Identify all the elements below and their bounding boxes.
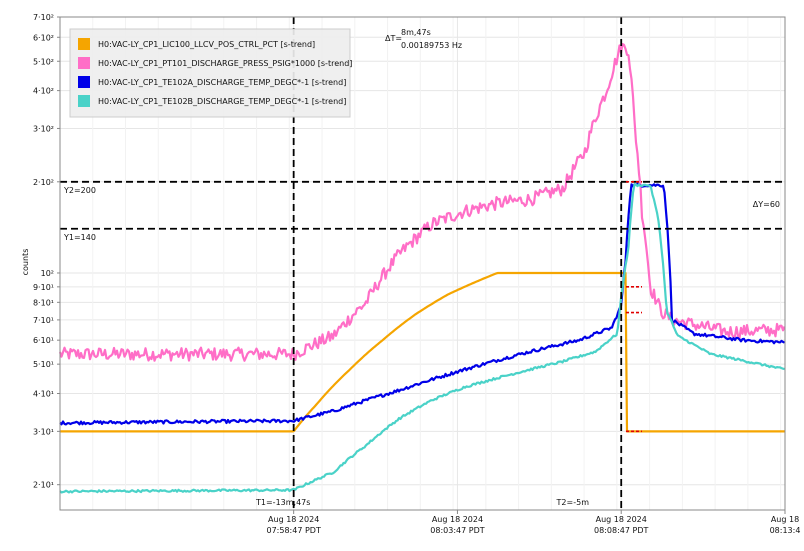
y-tick-label-14: 7·10² xyxy=(33,13,54,22)
series-layer xyxy=(58,43,786,494)
y-tick-label-10: 3·10² xyxy=(33,124,54,133)
x-tick-date-3: Aug 18 xyxy=(771,515,799,524)
y-axis-label: counts xyxy=(21,249,30,276)
y-tick-label-9: 2·10² xyxy=(33,178,54,187)
legend-label-te102a: H0:VAC-LY_CP1_TE102A_DISCHARGE_TEMP_DEGC… xyxy=(98,78,346,87)
delta-t-value: 8m,47s xyxy=(401,28,431,37)
x-tick-date-1: Aug 18 2024 xyxy=(432,515,483,524)
y-tick-label-1: 3·10¹ xyxy=(33,427,54,436)
legend: H0:VAC-LY_CP1_LIC100_LLCV_POS_CTRL_PCT [… xyxy=(69,28,352,118)
series-line-1 xyxy=(58,43,786,362)
legend-box xyxy=(69,28,351,118)
x-tick-label-3: 08:13:4 xyxy=(770,526,801,535)
y-tick-label-12: 5·10² xyxy=(33,57,54,66)
series-line-2 xyxy=(59,182,785,426)
delta-t-frequency: 0.00189753 Hz xyxy=(401,41,462,50)
legend-label-pt101: H0:VAC-LY_CP1_PT101_DISCHARGE_PRESS_PSIG… xyxy=(98,59,352,68)
y-axis-ticks: 2·10¹ 3·10¹ 4·10¹ 5·10¹ 6·10¹ 7·10¹ 8·10¹ 9·10¹… xyxy=(33,13,60,490)
plot-frame xyxy=(59,16,786,511)
legend-swatch-pt101 xyxy=(78,57,90,69)
legend-label-te102b: H0:VAC-LY_CP1_TE102B_DISCHARGE_TEMP_DEGC… xyxy=(98,97,346,106)
delta-t-label: ΔT= xyxy=(385,34,402,43)
x-tick-label-1: 08:03:47 PDT xyxy=(430,526,484,535)
y-tick-label-8: 10² xyxy=(41,269,54,278)
legend-swatch-te102a xyxy=(78,76,90,88)
y-tick-label-5: 7·10¹ xyxy=(33,316,54,325)
legend-label-lic100: H0:VAC-LY_CP1_LIC100_LLCV_POS_CTRL_PCT [… xyxy=(98,40,315,49)
y2-label: Y2=200 xyxy=(63,186,96,195)
y1-label: Y1=140 xyxy=(63,233,96,242)
y-tick-label-4: 6·10¹ xyxy=(33,336,54,345)
x-tick-label-2: 08:08:47 PDT xyxy=(594,526,648,535)
series-line-3 xyxy=(59,183,785,494)
series-line-0 xyxy=(60,271,785,433)
t1-label: T1=-13m,47s xyxy=(255,498,310,507)
y-tick-label-6: 8·10¹ xyxy=(33,298,54,307)
x-tick-date-0: Aug 18 2024 xyxy=(268,515,319,524)
y-tick-label-0: 2·10¹ xyxy=(33,481,54,490)
y-tick-label-2: 4·10¹ xyxy=(33,390,54,399)
x-tick-label-0: 07:58:47 PDT xyxy=(266,526,320,535)
y-tick-label-13: 6·10² xyxy=(33,33,54,42)
legend-swatch-te102b xyxy=(78,95,90,107)
y-tick-label-3: 5·10¹ xyxy=(33,360,54,369)
x-tick-date-2: Aug 18 2024 xyxy=(596,515,647,524)
y-tick-label-11: 4·10² xyxy=(33,87,54,96)
y-tick-label-7: 9·10¹ xyxy=(33,283,54,292)
delta-y-label: ΔY=60 xyxy=(753,200,780,209)
legend-swatch-lic100 xyxy=(78,38,90,50)
t2-label: T2=-5m xyxy=(556,498,590,507)
x-axis-ticks: Aug 18 2024 07:58:47 PDT Aug 18 2024 08:03:… xyxy=(266,510,800,535)
